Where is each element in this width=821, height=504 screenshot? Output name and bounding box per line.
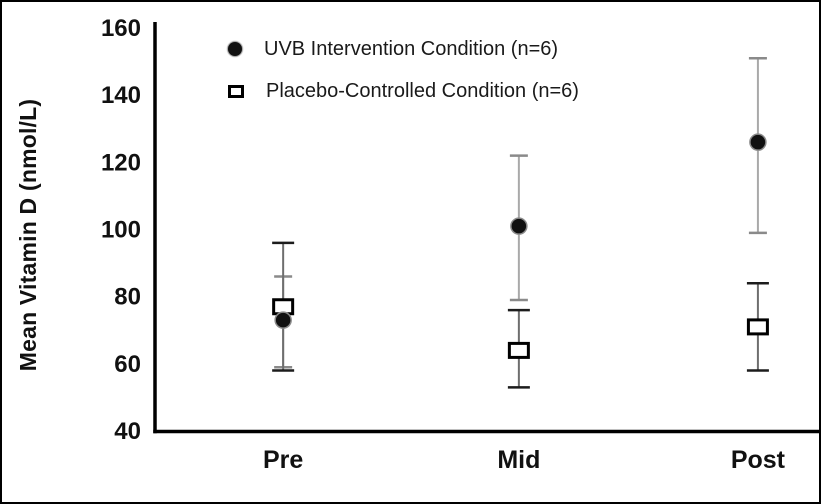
- y-tick-label: 120: [101, 149, 141, 176]
- legend-open-square-icon: [228, 84, 244, 98]
- y-tick-label: 80: [114, 284, 141, 311]
- y-tick-label: 60: [114, 351, 141, 378]
- legend-row-uvb: UVB Intervention Condition (n=6): [228, 28, 579, 70]
- data-point-placebo-square: [746, 318, 769, 336]
- data-point-uvb-circle: [274, 311, 292, 329]
- legend-row-placebo: Placebo-Controlled Condition (n=6): [228, 70, 579, 112]
- legend: UVB Intervention Condition (n=6) Placebo…: [228, 28, 579, 112]
- legend-label-placebo: Placebo-Controlled Condition (n=6): [266, 79, 579, 102]
- x-tick-label: Mid: [497, 446, 540, 474]
- legend-filled-circle-icon: [228, 42, 242, 56]
- y-tick-label: 160: [101, 15, 141, 42]
- data-point-placebo-square: [507, 341, 530, 359]
- data-point-uvb-circle: [749, 133, 767, 151]
- x-tick-label: Pre: [263, 446, 303, 474]
- legend-label-uvb: UVB Intervention Condition (n=6): [264, 37, 559, 60]
- y-tick-label: 100: [101, 217, 141, 244]
- y-tick-label: 40: [114, 418, 141, 445]
- y-axis-title: Mean Vitamin D (nmol/L): [15, 98, 41, 372]
- data-point-uvb-circle: [510, 217, 528, 235]
- x-tick-label: Post: [731, 446, 786, 474]
- y-tick-label: 140: [101, 82, 141, 109]
